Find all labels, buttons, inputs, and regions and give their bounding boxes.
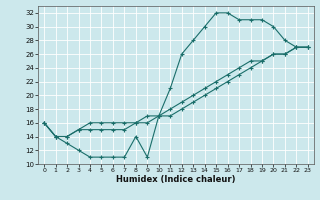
X-axis label: Humidex (Indice chaleur): Humidex (Indice chaleur) — [116, 175, 236, 184]
